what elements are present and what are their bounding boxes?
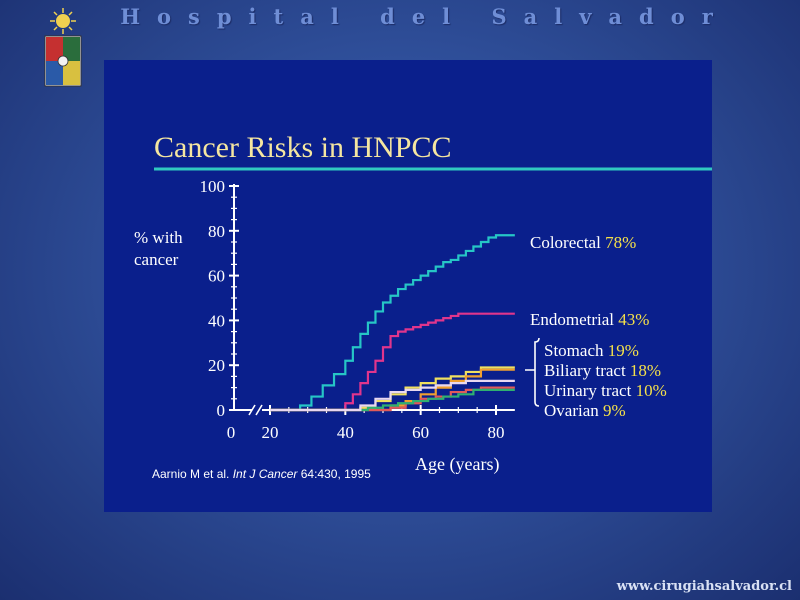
y-tick-label: 100: [200, 177, 226, 196]
university-logo-icon: [44, 8, 82, 87]
x-tick-label: 40: [337, 423, 354, 442]
series-label-biliary-tract: Biliary tract 18%: [544, 361, 661, 380]
series-label-ovarian: Ovarian 9%: [544, 401, 626, 420]
series-label-urinary-tract: Urinary tract 10%: [544, 381, 667, 400]
citation-details: 64:430, 1995: [297, 467, 371, 481]
series-line-unlabeled: [270, 379, 515, 412]
chart-title: Cancer Risks in HNPCC: [154, 131, 452, 164]
series-name: Stomach: [544, 341, 608, 360]
y-tick-label: 80: [208, 222, 225, 241]
series-line-ovarian: [270, 388, 515, 412]
series-line-endometrial: [270, 312, 515, 412]
series-value: 9%: [603, 401, 626, 420]
citation: Aarnio M et al. Int J Cancer 64:430, 199…: [152, 467, 371, 481]
series-value: 78%: [605, 233, 636, 252]
series-value: 43%: [618, 310, 649, 329]
series-name: Biliary tract: [544, 361, 630, 380]
x-tick-label: 20: [262, 423, 279, 442]
series-value: 19%: [608, 341, 639, 360]
series-name: Urinary tract: [544, 381, 636, 400]
y-tick-label: 20: [208, 356, 225, 375]
x-axis-break-mark: [248, 404, 256, 416]
y-tick-label: 0: [217, 401, 226, 420]
citation-authors: Aarnio M et al.: [152, 467, 233, 481]
series-name: Ovarian: [544, 401, 603, 420]
x-axis-label: Age (years): [415, 454, 499, 475]
x-tick-label: 80: [488, 423, 505, 442]
series-value: 18%: [630, 361, 661, 380]
y-tick-label: 60: [208, 267, 225, 286]
x-tick-label: 60: [412, 423, 429, 442]
series-label-colorectal: Colorectal 78%: [530, 233, 636, 252]
x-axis-break-mark: [255, 404, 263, 416]
series-name: Endometrial: [530, 310, 618, 329]
series-line-urinary-tract: [270, 386, 515, 412]
chart-series-labels: Colorectal 78% Endometrial 43% Stomach 19%…: [525, 233, 667, 420]
series-label-stomach: Stomach 19%: [544, 341, 639, 360]
y-tick-label: 40: [208, 311, 225, 330]
y-axis-label-line2: cancer: [134, 250, 179, 269]
cancer-risk-chart: Cancer Risks in HNPCC % with cancer Age …: [134, 131, 712, 481]
series-value: 10%: [636, 381, 667, 400]
y-axis-label-line1: % with: [134, 228, 183, 247]
series-group-bracket: [525, 337, 540, 407]
series-line-stomach: [270, 366, 515, 412]
chart-axes: 0 20 40 60 80 100 0 20 40 60 80: [200, 177, 515, 442]
slide-panel: Cancer Risks in HNPCC % with cancer Age …: [104, 60, 712, 512]
footer-url[interactable]: www.cirugiahsalvador.cl: [616, 579, 792, 594]
series-line-colorectal: [270, 234, 515, 412]
series-label-endometrial: Endometrial 43%: [530, 310, 649, 329]
x-tick-label: 0: [227, 423, 236, 442]
chart-series-lines: [270, 234, 515, 412]
citation-journal: Int J Cancer: [233, 467, 299, 481]
hospital-title: Hospital del Salvador: [120, 4, 730, 29]
series-name: Colorectal: [530, 233, 605, 252]
